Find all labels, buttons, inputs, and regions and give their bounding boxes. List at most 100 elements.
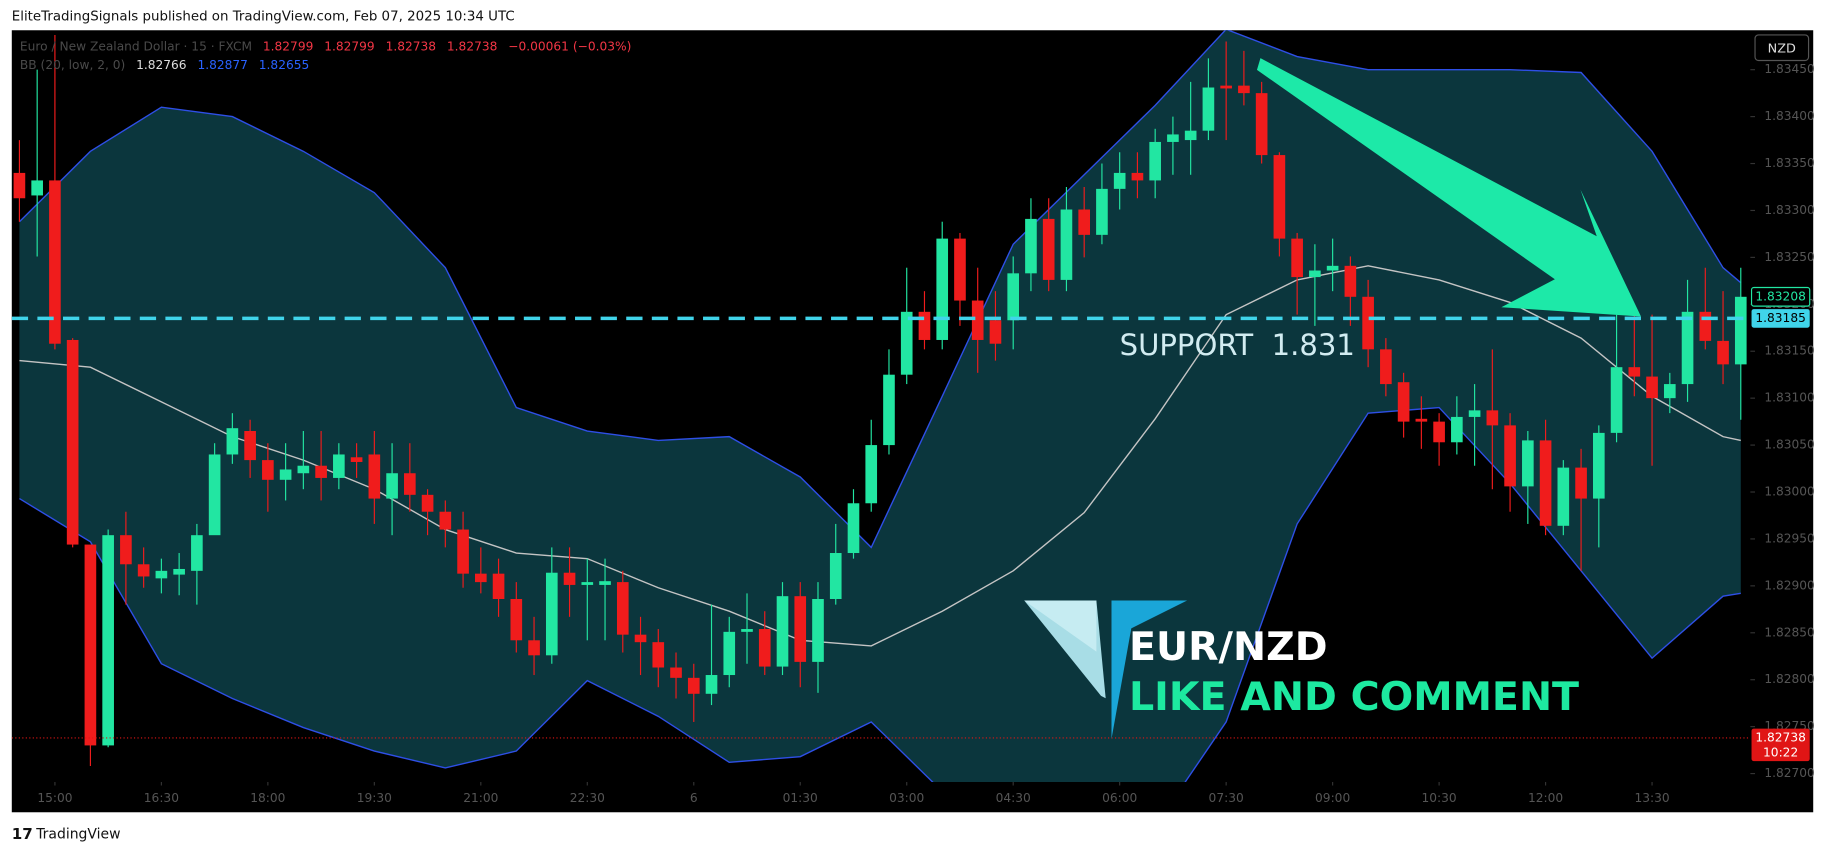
candle-body (1628, 367, 1641, 377)
candle-body (191, 535, 203, 571)
x-tick-label: 21:00 (463, 791, 498, 805)
x-tick-label: 13:30 (1634, 791, 1669, 805)
candle-body (652, 642, 665, 668)
candle-body (1291, 238, 1303, 278)
y-tick-label: 1.83400 (1764, 109, 1814, 123)
indicator-upper: 1.82877 (197, 58, 247, 72)
x-tick-label: 12:00 (1528, 791, 1563, 805)
candle-body (776, 596, 789, 667)
candle-body (829, 553, 842, 600)
candle-body (1238, 85, 1250, 94)
x-tick-label: 16:30 (144, 791, 179, 805)
legend-symbol: Euro / New Zealand Dollar · 15 · FXCM 1.… (20, 39, 631, 53)
candle-body (900, 311, 913, 375)
support-text: SUPPORT 1.831 (1120, 328, 1355, 362)
logo-right (1111, 600, 1188, 739)
candle-body (1610, 367, 1623, 433)
candle-body (244, 431, 256, 461)
candle-body (1255, 93, 1268, 156)
x-tick-label: 18:00 (250, 791, 285, 805)
overlay (1024, 58, 1641, 739)
candle-body (1380, 349, 1392, 385)
candle-body (31, 180, 43, 196)
candle-body (1025, 218, 1037, 274)
countdown-label: 10:22 (1763, 746, 1798, 760)
y-tick-label: 1.82900 (1764, 578, 1814, 592)
currency-label[interactable]: NZD (1768, 41, 1796, 56)
y-tick-label: 1.83100 (1764, 391, 1814, 405)
candle-body (954, 238, 966, 301)
plot (11, 30, 1751, 783)
candle-body (616, 582, 629, 635)
x-tick-label: 03:00 (889, 791, 924, 805)
y-tick-label: 1.83000 (1764, 485, 1814, 499)
candle-body (350, 457, 363, 462)
candle-body (545, 572, 558, 656)
candle-body (723, 631, 736, 676)
candle-body (1078, 209, 1091, 235)
candle-body (1699, 311, 1712, 341)
band-line (19, 265, 1741, 647)
candle-body (1415, 418, 1428, 422)
candle-body (386, 473, 398, 499)
y-tick-label: 1.82800 (1764, 672, 1814, 686)
candle-body (1096, 188, 1108, 235)
candle-body (1149, 141, 1161, 181)
candle-body (1557, 467, 1570, 526)
candle-body (1681, 311, 1694, 385)
candle-body (421, 494, 434, 512)
band-line (19, 406, 1741, 783)
indicator-name: BB (20, low, 2, 0) (20, 58, 125, 72)
candle-body (315, 465, 327, 478)
candle-body (971, 300, 984, 340)
candle-body (1273, 155, 1286, 239)
currency-button[interactable] (1754, 34, 1810, 62)
candle-body (1060, 209, 1073, 280)
candle-body (936, 238, 949, 340)
candle-body (120, 535, 132, 565)
candle-body (1433, 421, 1445, 443)
candle-body (262, 460, 274, 480)
candle-body (457, 529, 469, 574)
candle-body (634, 634, 647, 643)
legend-indicator: BB (20, low, 2, 0) 1.82766 1.82877 1.826… (20, 58, 309, 72)
candle-body (918, 311, 931, 340)
candle-body (1184, 130, 1197, 141)
candle-body (13, 172, 26, 199)
candle-body (474, 573, 487, 583)
indicator-lower: 1.82655 (259, 58, 309, 72)
last-price-box (1751, 728, 1810, 762)
candle-body (102, 535, 114, 746)
candle-body (1344, 265, 1357, 297)
candle-body (66, 339, 79, 545)
last-price-label: 1.82738 (1755, 730, 1805, 744)
tv-logo: 17 (12, 825, 33, 843)
pair-text: EUR/NZD (1129, 624, 1328, 670)
ohlc-close: 1.82738 (447, 39, 497, 53)
candle-body (812, 599, 824, 662)
candle-body (1309, 270, 1321, 278)
x-tick-label: 06:00 (1102, 791, 1137, 805)
candle-body (279, 469, 292, 480)
candle-body (1167, 134, 1179, 142)
candle-body (1575, 467, 1587, 499)
last-close-label: 1.83208 (1755, 289, 1805, 303)
candle-body (865, 445, 878, 504)
candle-body (1593, 432, 1605, 499)
y-tick-label: 1.83350 (1764, 156, 1814, 170)
x-tick-label: 19:30 (357, 791, 392, 805)
x-tick-label: 15:00 (37, 791, 72, 805)
support-box (1751, 309, 1810, 328)
x-tick-label: 01:30 (783, 791, 818, 805)
candle-body (155, 570, 168, 579)
symbol-name: Euro / New Zealand Dollar · 15 · FXCM (20, 39, 252, 53)
candle-body (1326, 265, 1339, 271)
candle-body (49, 180, 61, 344)
candle-body (1362, 296, 1374, 350)
candle-body (794, 596, 807, 662)
indicator-basis: 1.82766 (136, 58, 186, 72)
candle-body (333, 454, 345, 478)
candle-body (687, 677, 700, 694)
